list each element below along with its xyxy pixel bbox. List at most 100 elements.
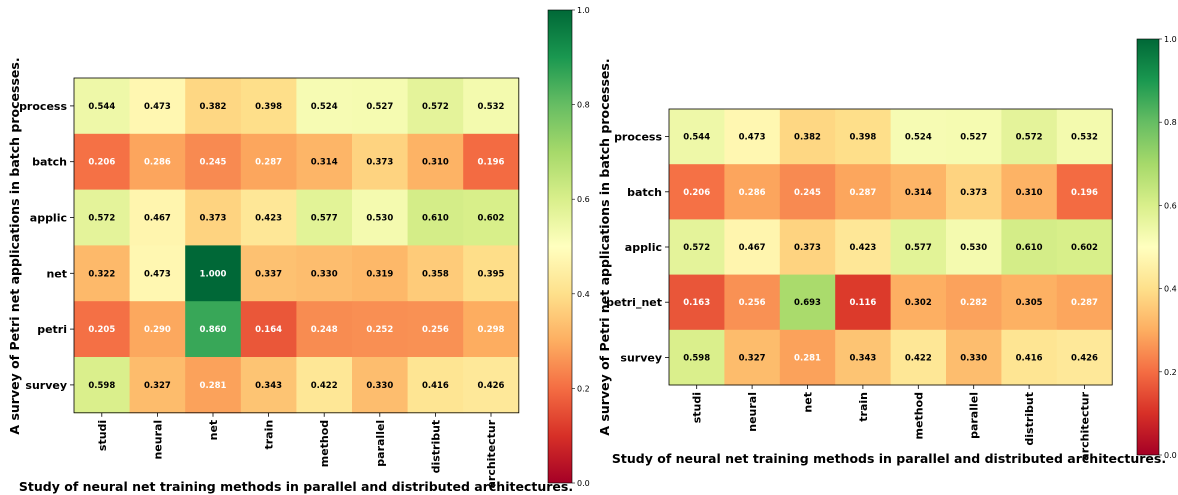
cell-value-label: 0.693 [794, 298, 821, 308]
heatmap-cell [74, 301, 131, 358]
cell-value-label: 0.530 [366, 214, 393, 224]
cell-value-label: 0.426 [478, 381, 505, 391]
x-tick-label: train [263, 420, 276, 450]
colorbar-tick-label: 0.4 [1164, 285, 1177, 294]
cell-value-label: 0.572 [683, 243, 710, 253]
y-tick-label: batch [32, 156, 67, 169]
heatmap-cell [407, 189, 464, 246]
cell-value-label: 0.577 [905, 243, 932, 253]
heatmap-cell [352, 133, 409, 191]
y-tick-label: process [614, 131, 662, 144]
heatmap-cell [835, 329, 892, 386]
colorbar-tick-label: 0.0 [577, 479, 590, 488]
cell-value-label: 0.337 [255, 269, 282, 279]
cell-value-label: 0.610 [1016, 243, 1043, 253]
heatmap-cell [129, 189, 186, 246]
cell-value-label: 0.343 [255, 381, 282, 391]
cell-value-label: 0.527 [960, 133, 987, 143]
heatmap-cell [407, 133, 464, 191]
x-tick-label: net [207, 420, 220, 441]
heatmap-cell [463, 189, 520, 246]
heatmap-cell [724, 219, 781, 276]
cell-value-label: 0.330 [366, 381, 393, 391]
heatmap-cell [407, 301, 464, 358]
cell-value-label: 0.116 [849, 298, 876, 308]
heatmap-cell [779, 164, 836, 220]
x-tick-label: parallel [968, 392, 981, 439]
heatmap-cell [724, 329, 781, 386]
heatmap-cell [890, 329, 947, 386]
cell-value-label: 0.373 [366, 158, 393, 168]
colorbar-gradient [1136, 38, 1160, 456]
cell-value-label: 0.473 [739, 133, 766, 143]
heatmap-cell [669, 164, 725, 220]
heatmap-cell [779, 274, 836, 331]
cell-value-label: 0.426 [1071, 353, 1098, 363]
heatmap-cell [463, 301, 520, 358]
cell-value-label: 0.373 [960, 188, 987, 198]
heatmap-cell [129, 245, 186, 302]
heatmap-cell [407, 245, 464, 302]
cell-value-label: 0.382 [794, 133, 821, 143]
cell-value-label: 0.314 [311, 158, 338, 168]
x-tick-label: distribut [1023, 392, 1036, 446]
cell-value-label: 0.298 [478, 325, 505, 335]
cell-value-label: 0.327 [144, 381, 171, 391]
heatmap-cell [240, 133, 297, 191]
heatmap-cell [296, 245, 353, 302]
cell-value-label: 0.532 [1071, 133, 1098, 143]
heatmap-cell [185, 133, 242, 191]
cell-value-label: 0.524 [311, 102, 338, 112]
cell-value-label: 0.422 [311, 381, 338, 391]
colorbar: 0.0 0.2 0.4 0.6 0.8 1.0 [547, 6, 590, 488]
heatmap-cell [296, 357, 353, 414]
cell-value-label: 0.163 [683, 298, 710, 308]
heatmap-cell [724, 109, 781, 165]
cell-value-label: 0.305 [1016, 298, 1043, 308]
heatmap-panel-2: 0.544 0.473 0.382 0.398 0.524 0.527 0.572 0.532… [597, 35, 1177, 466]
heatmap-cell [779, 109, 836, 165]
cell-value-label: 0.205 [88, 325, 115, 335]
heatmap-cell [463, 78, 520, 135]
cell-value-label: 0.544 [683, 133, 710, 143]
cell-value-label: 0.572 [1016, 133, 1043, 143]
x-tick-label: architectur [1079, 391, 1092, 460]
cell-value-label: 0.473 [144, 102, 171, 112]
heatmap-cell [835, 164, 892, 220]
cell-value-label: 0.282 [960, 298, 987, 308]
colorbar-gradient [547, 9, 573, 484]
cell-value-label: 0.310 [422, 158, 449, 168]
cell-value-label: 0.196 [478, 158, 505, 168]
y-tick-label: survey [25, 379, 67, 392]
heatmap-cell [1056, 329, 1113, 386]
heatmap-cell [185, 301, 242, 358]
colorbar-tick-label: 0.2 [1164, 368, 1177, 377]
heatmap-cell [352, 357, 409, 414]
heatmap-cell [129, 301, 186, 358]
x-axis-label: Study of neural net training methods in … [612, 451, 1166, 466]
heatmap-cell [1056, 219, 1113, 276]
cell-value-label: 0.310 [1016, 188, 1043, 198]
cell-value-label: 0.572 [88, 214, 115, 224]
x-tick-label: parallel [374, 420, 387, 467]
x-tick-label: train [857, 392, 870, 422]
cell-value-label: 0.358 [422, 269, 449, 279]
heatmap-cell [74, 245, 131, 302]
heatmap-cell [240, 78, 297, 135]
heatmap-cell [185, 189, 242, 246]
cell-value-label: 0.572 [422, 102, 449, 112]
heatmap-cell [1056, 109, 1113, 165]
cell-value-label: 0.245 [200, 158, 227, 168]
y-tick-label: net [46, 267, 67, 280]
y-axis-label: A survey of Petri net applications in ba… [7, 57, 22, 434]
cell-value-label: 0.395 [478, 269, 505, 279]
heatmap-cell [463, 357, 520, 414]
heatmap-cell [1001, 219, 1058, 276]
cell-value-label: 0.598 [683, 353, 710, 363]
cell-value-label: 0.256 [422, 325, 449, 335]
cell-value-label: 0.373 [794, 243, 821, 253]
cell-value-label: 0.398 [849, 133, 876, 143]
heatmap-cell [296, 133, 353, 191]
colorbar-tick-label: 0.2 [577, 384, 590, 393]
heatmap-cell [890, 109, 947, 165]
